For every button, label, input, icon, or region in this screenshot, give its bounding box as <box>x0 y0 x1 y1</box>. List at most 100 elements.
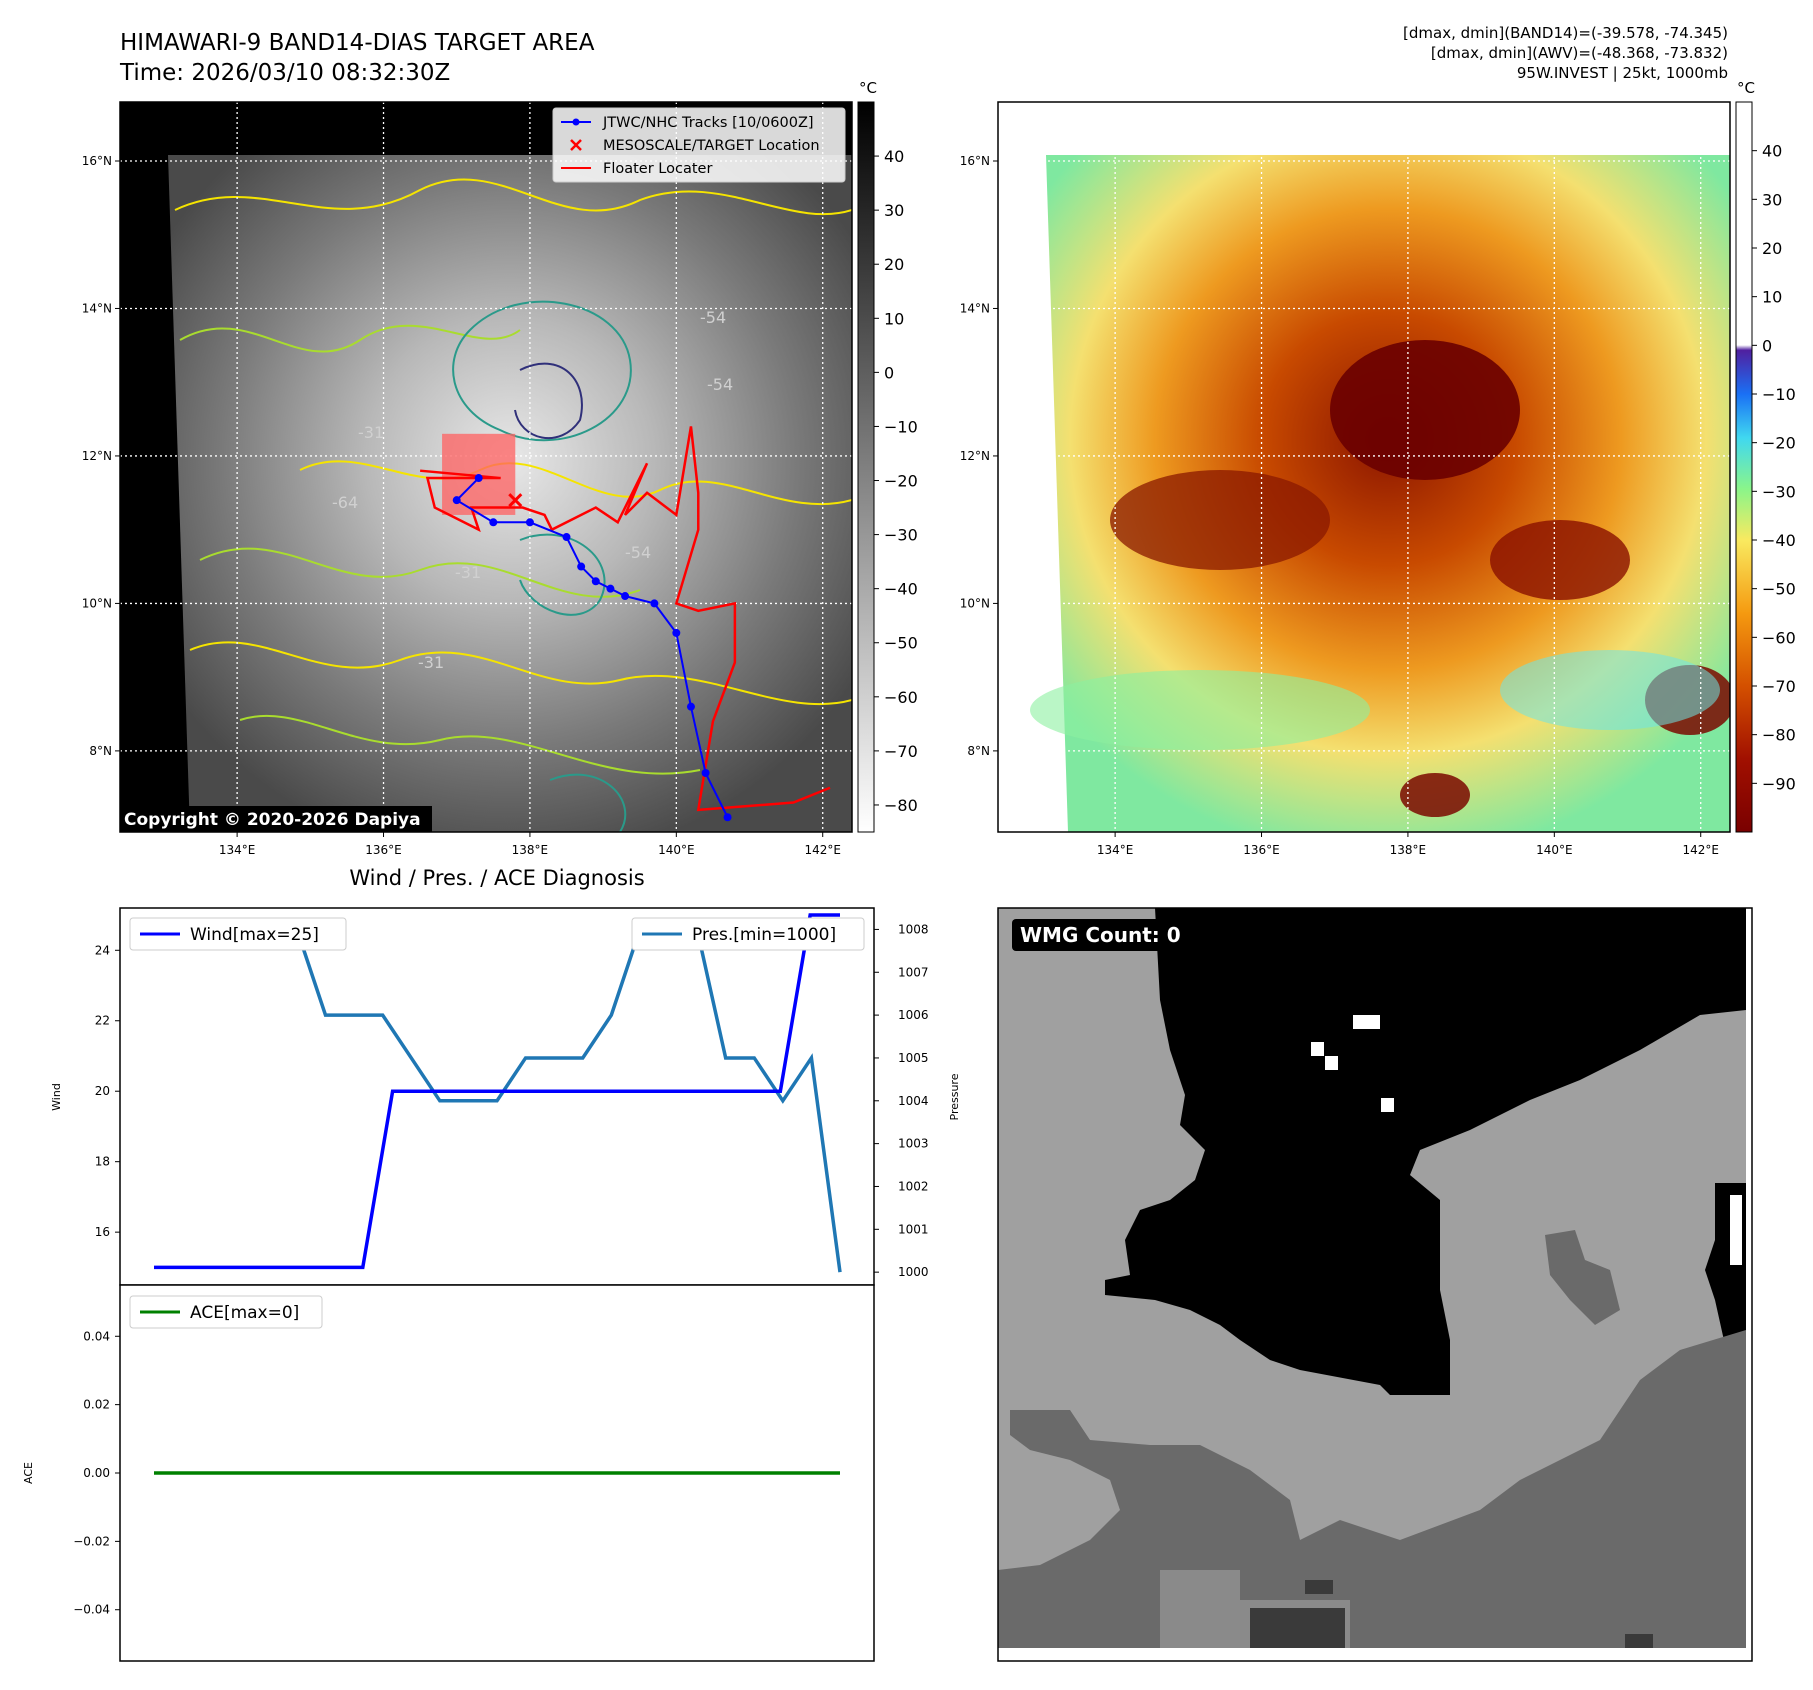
colorbar-tick-label: 20 <box>884 255 904 274</box>
colorbar-tick-label: −90 <box>1762 774 1796 793</box>
copyright-text: Copyright © 2020-2026 Dapiya <box>124 810 421 830</box>
pressure-tick-label: 1006 <box>898 1008 929 1022</box>
lon-tick-label: 134°E <box>219 843 256 857</box>
right-map-ticks: 134°E 136°E 138°E 140°E 142°E 16°N 14°N 12°N 10°… <box>960 154 1719 857</box>
colorbar-tick-label: −10 <box>1762 385 1796 404</box>
ace-tick-label: −0.04 <box>73 1603 110 1617</box>
contour-label: -31 <box>418 653 444 672</box>
track-point <box>650 599 659 608</box>
lon-tick-label: 136°E <box>1243 843 1280 857</box>
wind-pressure-plot-area <box>119 907 875 1286</box>
pressure-tick-label: 1000 <box>898 1265 929 1279</box>
track-point <box>474 474 483 483</box>
left-map-ticks: 134°E 136°E 138°E 140°E 142°E 16°N 14°N 12°N 10°… <box>82 154 841 857</box>
track-point <box>606 584 615 593</box>
right-map-panel: 134°E 136°E 138°E 140°E 142°E 16°N 14°N 12°N 10°… <box>960 101 1731 857</box>
lat-tick-label: 10°N <box>960 596 990 610</box>
pressure-tick-label: 1003 <box>898 1137 929 1151</box>
track-point <box>701 769 710 778</box>
lat-tick-label: 16°N <box>960 154 990 168</box>
ace-axis-label: ACE <box>22 1462 35 1484</box>
lat-tick-label: 16°N <box>82 154 112 168</box>
colorbar-tick-label: 30 <box>1762 190 1782 209</box>
pressure-axis-label: Pressure <box>948 1073 961 1120</box>
track-point <box>562 533 571 542</box>
left-map-panel: -54 -54 -31 -64 -31 -54 -31 JTWC/NHC Tra… <box>82 101 853 857</box>
contour-label: -54 <box>625 543 651 562</box>
lon-tick-label: 138°E <box>1390 843 1427 857</box>
track-layer <box>452 474 732 822</box>
colorbar-tick-label: −20 <box>884 472 918 491</box>
floater-locater-path <box>420 426 831 812</box>
wind-pressure-chart: Wind Pressure 16 18 20 22 24 1000 1001 1002 100… <box>50 907 961 1286</box>
lat-tick-label: 8°N <box>967 744 990 758</box>
right-colorbar-bar <box>1735 101 1753 833</box>
wmg-count-label: WMG Count: 0 <box>1020 923 1181 947</box>
colorbar-tick-label: −40 <box>884 580 918 599</box>
legend-track-dot <box>572 118 580 126</box>
lat-tick-label: 8°N <box>89 744 112 758</box>
legend-label: Floater Locater <box>603 161 712 177</box>
ace-tick-label: 0.04 <box>83 1329 110 1343</box>
contour-label: -31 <box>358 423 384 442</box>
colorbar-tick-label: −10 <box>884 417 918 436</box>
colorbar-tick-label: −50 <box>884 634 918 653</box>
colorbar-tick-label: −50 <box>1762 580 1796 599</box>
colorbar-tick-label: −80 <box>1762 726 1796 745</box>
left-colorbar-bar <box>857 101 875 833</box>
left-colorbar: °C 40 30 20 10 0 −10 −20 −30 −40 −50 −60 −70 −80 <box>857 79 918 833</box>
target-location-marker <box>508 493 523 508</box>
colorbar-tick-label: 10 <box>884 309 904 328</box>
lon-tick-label: 138°E <box>512 843 549 857</box>
ace-chart: ACE 0.04 0.02 0.00 −0.02 −0.04 ACE[max=0] <box>22 1284 875 1662</box>
ace-tick-label: 0.00 <box>83 1466 110 1480</box>
pressure-legend: Pres.[min=1000] <box>631 917 865 951</box>
left-map-contours <box>174 178 852 832</box>
lat-tick-label: 14°N <box>82 301 112 315</box>
pressure-tick-label: 1007 <box>898 965 929 979</box>
wind-legend-label: Wind[max=25] <box>190 925 319 945</box>
info-awv: [dmax, dmin](AWV)=(-48.368, -73.832) <box>1431 44 1728 62</box>
track-point <box>591 577 600 586</box>
colorbar-tick-label: 0 <box>884 363 894 382</box>
colorbar-tick-label: 40 <box>884 147 904 166</box>
contour-label: -31 <box>455 563 481 582</box>
lat-tick-label: 14°N <box>960 301 990 315</box>
legend-label: MESOSCALE/TARGET Location <box>603 138 820 154</box>
wind-legend: Wind[max=25] <box>129 917 347 951</box>
colorbar-tick-label: −20 <box>1762 434 1796 453</box>
ace-legend: ACE[max=0] <box>129 1295 323 1329</box>
copyright-box <box>120 806 432 832</box>
diagnosis-title: Wind / Pres. / ACE Diagnosis <box>349 866 644 890</box>
pressure-tick-label: 1004 <box>898 1094 929 1108</box>
lon-tick-label: 140°E <box>658 843 695 857</box>
track-point <box>672 628 681 637</box>
wind-tick-label: 18 <box>95 1155 110 1169</box>
right-map-frame <box>997 101 1731 833</box>
colorbar-tick-label: 0 <box>1762 336 1772 355</box>
track-point <box>577 562 586 571</box>
map-legend: JTWC/NHC Tracks [10/0600Z] MESOSCALE/TARG… <box>552 107 846 183</box>
ace-tick-label: 0.02 <box>83 1398 110 1412</box>
colorbar-tick-label: 10 <box>1762 288 1782 307</box>
lon-tick-label: 142°E <box>1682 843 1719 857</box>
track-point <box>621 592 630 601</box>
right-colorbar-unit: °C <box>1737 79 1755 97</box>
colorbar-tick-label: −60 <box>1762 628 1796 647</box>
track-point <box>489 518 498 527</box>
info-storm: 95W.INVEST | 25kt, 1000mb <box>1517 64 1728 82</box>
pressure-tick-label: 1005 <box>898 1051 929 1065</box>
wmg-frame <box>997 907 1753 1662</box>
left-map-frame <box>119 101 853 833</box>
colorbar-tick-label: −30 <box>884 526 918 545</box>
wmg-panel: WMG Count: 0 <box>997 907 1753 1662</box>
lon-tick-label: 136°E <box>365 843 402 857</box>
right-map-cold-cloud-tops <box>1030 340 1730 817</box>
lon-tick-label: 140°E <box>1536 843 1573 857</box>
wind-tick-label: 20 <box>95 1084 110 1098</box>
legend-label: JTWC/NHC Tracks [10/0600Z] <box>602 115 814 131</box>
colorbar-tick-label: 40 <box>1762 142 1782 161</box>
info-band14: [dmax, dmin](BAND14)=(-39.578, -74.345) <box>1403 24 1728 42</box>
wind-tick-label: 22 <box>95 1014 110 1028</box>
